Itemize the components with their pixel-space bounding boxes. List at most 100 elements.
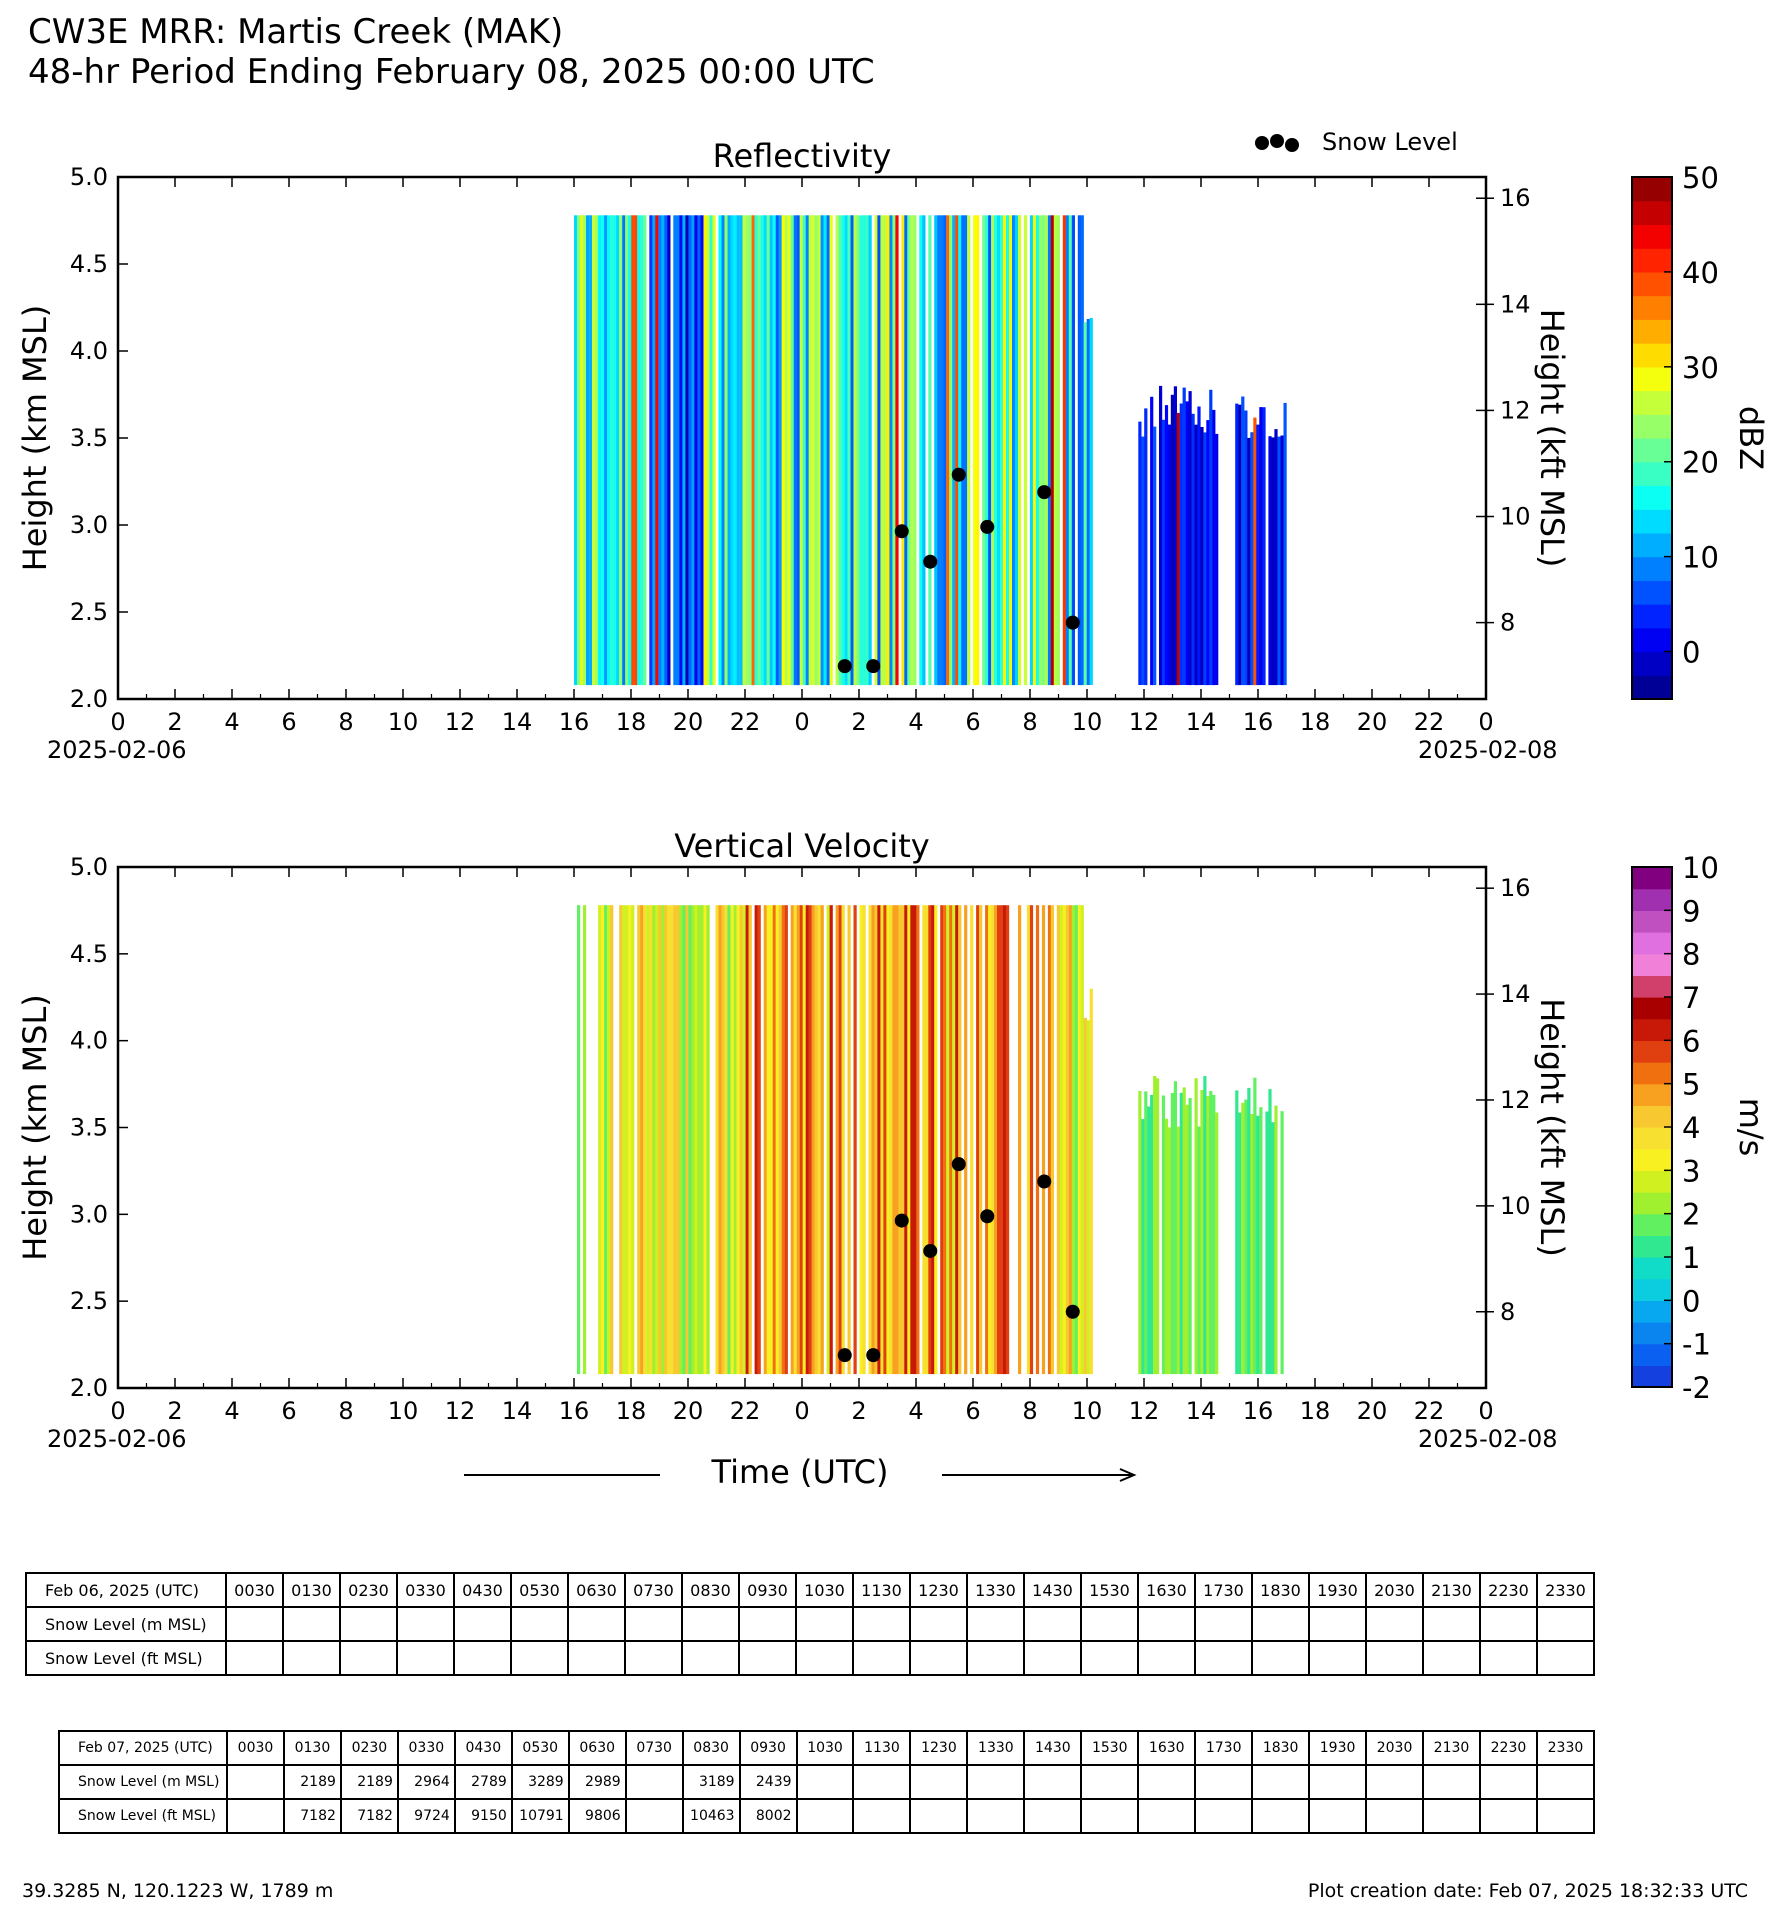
heatmap-column (658, 215, 662, 686)
heatmap-column (595, 215, 599, 686)
heatmap-column (934, 905, 938, 1375)
heatmap-column (805, 905, 809, 1375)
heatmap-column (718, 905, 722, 1375)
y-tick-label: 3.5 (70, 1114, 108, 1142)
heatmap-column (811, 215, 815, 686)
x-tick-label: 16 (559, 1397, 590, 1425)
snow-level-cell (1137, 1798, 1197, 1834)
heatmap-column (1062, 215, 1066, 686)
heatmap-column (1161, 1095, 1166, 1375)
heatmap-column (625, 215, 629, 686)
heatmap-column (1176, 1126, 1180, 1375)
heatmap-column (697, 215, 701, 686)
heatmap-column (931, 905, 935, 1375)
heatmap-column (598, 215, 602, 686)
snow-level-cell (1422, 1798, 1481, 1834)
x-tick-label: 2 (851, 1397, 866, 1425)
heatmap-column (1150, 396, 1154, 686)
snow-level-cell (1080, 1798, 1140, 1834)
time-cell: 1630 (1137, 1730, 1197, 1766)
heatmap-column (1247, 437, 1251, 686)
heatmap-column (703, 215, 707, 686)
snow-level-cell (282, 1606, 341, 1642)
time-cell: 0230 (339, 1572, 398, 1608)
heatmap-column (652, 905, 656, 1375)
snow-level-cell: 7182 (339, 1798, 399, 1834)
heatmap-column (1138, 1091, 1142, 1375)
heatmap-column (949, 905, 953, 1375)
time-cell: 0230 (339, 1730, 399, 1766)
heatmap-column (1215, 433, 1219, 685)
snow-level-cell (909, 1798, 969, 1834)
snow-level-cell (1308, 1640, 1367, 1676)
row-label: Feb 06, 2025 (UTC) (25, 1572, 227, 1608)
heatmap-column (763, 215, 767, 686)
heatmap-column (877, 905, 881, 1375)
snow-level-cell (1535, 1798, 1596, 1834)
colorbar-tick-label: 0 (1682, 1284, 1700, 1318)
heatmap-column (985, 905, 989, 1375)
heatmap-column (1188, 391, 1192, 686)
heatmap-column (922, 905, 926, 1375)
y-right-tick-label: 16 (1500, 874, 1531, 902)
time-cell: 1430 (1023, 1572, 1082, 1608)
heatmap-column (742, 905, 746, 1375)
snow-level-cell (1536, 1606, 1595, 1642)
x-tick-label: 12 (1129, 708, 1160, 736)
heatmap-column (844, 215, 848, 686)
snow-level-cell (1478, 1798, 1538, 1834)
heatmap-column (727, 905, 731, 1375)
heatmap-column (637, 215, 641, 686)
snow-level-point (923, 554, 938, 569)
time-cell: 2230 (1478, 1730, 1538, 1766)
snow-level-cell (1478, 1764, 1538, 1800)
snow-level-point (951, 467, 966, 482)
x-tick-label: 8 (1022, 708, 1037, 736)
heatmap-column (916, 905, 920, 1375)
heatmap-column (799, 905, 803, 1375)
heatmap-column (829, 215, 833, 686)
snow-level-cell (1535, 1764, 1596, 1800)
heatmap-column (1077, 215, 1081, 686)
heatmap-column (892, 905, 896, 1375)
heatmap-column (814, 215, 818, 686)
snow-level-cell (510, 1640, 569, 1676)
heatmap-column (1161, 419, 1166, 686)
time-cell: 0030 (225, 1572, 284, 1608)
snow-level-cell: 2789 (453, 1764, 513, 1800)
y-tick-label: 4.0 (70, 337, 108, 365)
heatmap-column (802, 215, 806, 686)
heatmap-column (985, 215, 989, 686)
heatmap-column (703, 905, 707, 1375)
snow-level-cell: 8002 (738, 1798, 798, 1834)
heatmap-column (1047, 215, 1052, 686)
heatmap-column (1203, 432, 1207, 686)
snow-level-cell (966, 1606, 1025, 1642)
legend-dot (1285, 138, 1299, 152)
snow-level-cell (282, 1640, 341, 1676)
heatmap-column (991, 905, 995, 1375)
x-tick-label: 6 (281, 708, 296, 736)
time-cell: 0930 (738, 1730, 798, 1766)
snow-level-cell (795, 1640, 854, 1676)
snow-level-cell (624, 1798, 684, 1834)
y-right-tick-label: 14 (1500, 980, 1531, 1008)
heatmap-column (673, 905, 677, 1375)
colorbar-tick-label: 9 (1682, 894, 1700, 928)
heatmap-column (838, 905, 842, 1375)
time-cell: 0630 (567, 1572, 626, 1608)
heatmap-column (910, 905, 914, 1375)
heatmap-column (655, 905, 659, 1375)
snow-level-table-feb07: Feb 07, 2025 (UTC) 0030 0130 0230 0330 0430 05… (58, 1730, 1596, 1834)
heatmap-column (1026, 905, 1031, 1375)
y-tick-label: 4.5 (70, 940, 108, 968)
snow-level-cell (225, 1640, 284, 1676)
heatmap-column (901, 905, 905, 1375)
heatmap-column (1215, 1112, 1219, 1375)
snow-level-cell: 3289 (510, 1764, 570, 1800)
y-tick-label: 2.5 (70, 1287, 108, 1315)
colorbar-tick-label: 6 (1682, 1024, 1700, 1058)
colorbar-segment (1632, 1148, 1672, 1171)
heatmap-column (667, 905, 671, 1375)
